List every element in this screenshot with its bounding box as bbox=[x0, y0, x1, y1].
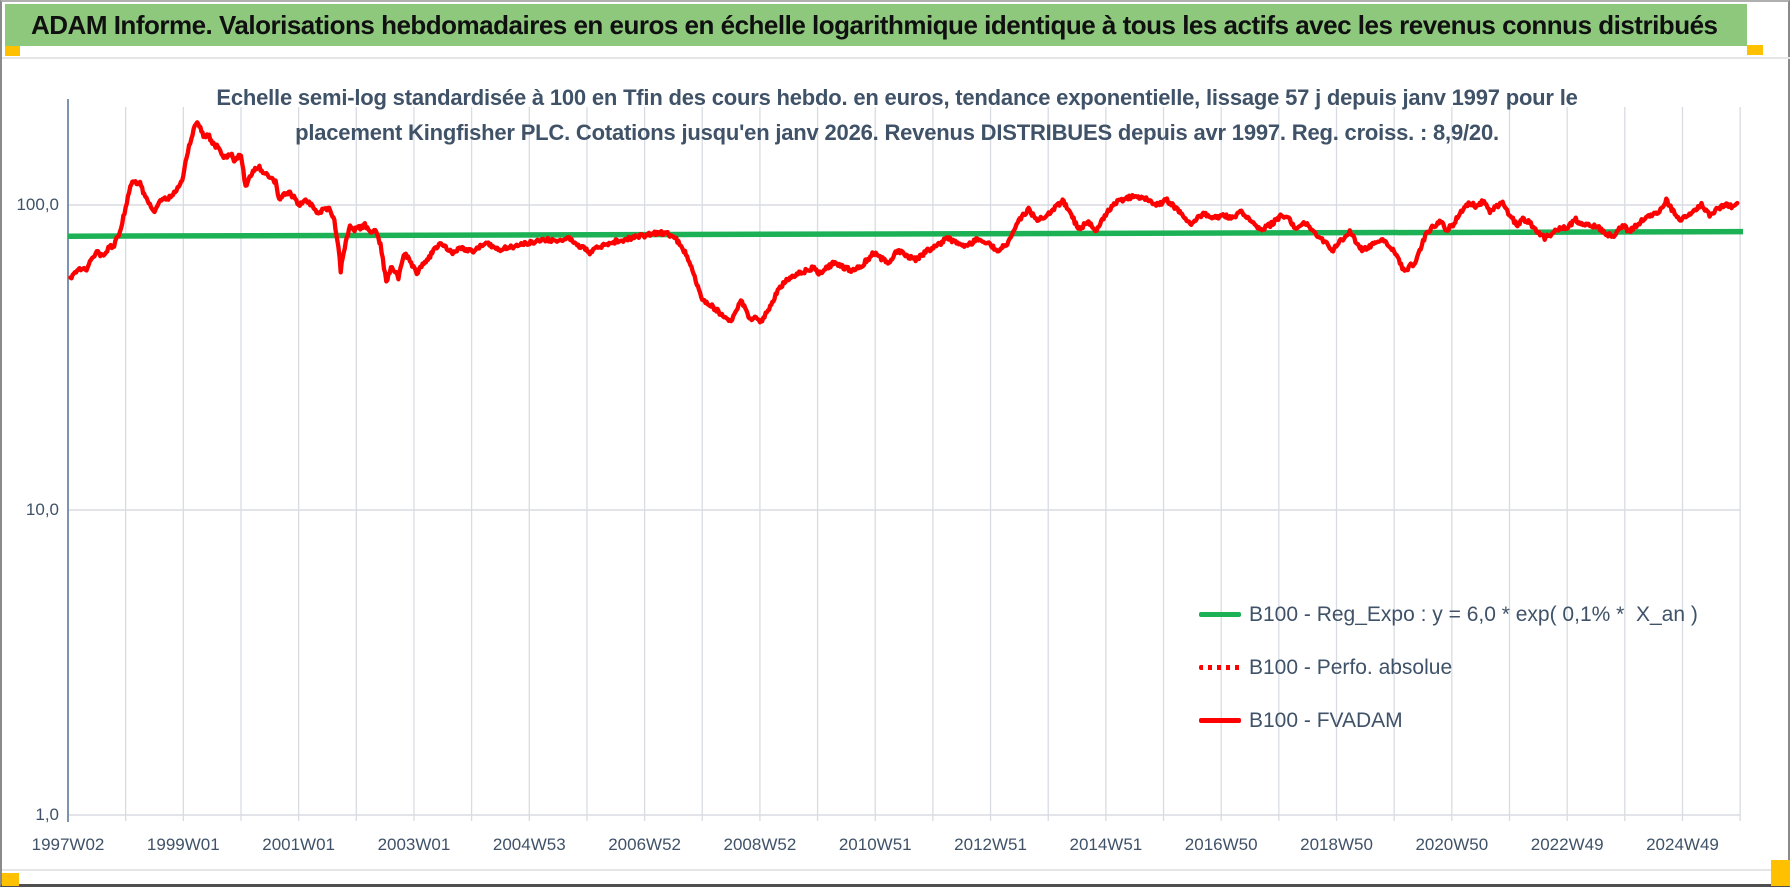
x-axis-tick-label: 2012W51 bbox=[954, 835, 1027, 854]
x-axis-tick-label: 2020W50 bbox=[1415, 835, 1489, 854]
red-solid-line-icon bbox=[1199, 718, 1241, 723]
header-bar: ADAM Informe. Valorisations hebdomadaire… bbox=[5, 4, 1747, 46]
chart-title: Echelle semi-log standardisée à 100 en T… bbox=[17, 80, 1777, 150]
x-axis-tick-label: 2004W53 bbox=[492, 835, 566, 854]
sheet-corner-marker bbox=[5, 46, 20, 56]
legend-label: B100 - Reg_Expo : y = 6,0 * exp( 0,1% * … bbox=[1249, 602, 1698, 626]
x-axis-tick-label: 2022W49 bbox=[1530, 835, 1604, 854]
y-axis-tick-label: 10,0 bbox=[25, 500, 59, 519]
x-axis-tick-label: 2008W52 bbox=[723, 835, 797, 854]
x-axis-tick-label: 1999W01 bbox=[146, 835, 220, 854]
legend-item-fvadam: B100 - FVADAM bbox=[1199, 694, 1698, 747]
y-axis-tick-label: 1,0 bbox=[35, 805, 59, 824]
y-axis-tick-label: 100,0 bbox=[16, 195, 59, 214]
page-title: ADAM Informe. Valorisations hebdomadaire… bbox=[31, 9, 1718, 40]
chart-title-line-2: placement Kingfisher PLC. Cotations jusq… bbox=[295, 120, 1499, 145]
x-axis-tick-label: 2006W52 bbox=[608, 835, 681, 854]
legend-item-perfo-absolue: B100 - Perfo. absolue bbox=[1199, 641, 1698, 694]
x-axis-tick-label: 1997W02 bbox=[31, 835, 105, 854]
chart-title-line-1: Echelle semi-log standardisée à 100 en T… bbox=[216, 85, 1578, 110]
sheet-corner-marker bbox=[1771, 860, 1790, 886]
sheet-corner-marker bbox=[2, 873, 19, 886]
header-divider bbox=[2, 57, 1790, 59]
footer-divider bbox=[2, 869, 1790, 871]
y-axis: 100,0 10,0 1,0 bbox=[2, 2, 60, 889]
red-dotted-line-icon bbox=[1199, 665, 1241, 670]
legend-label: B100 - Perfo. absolue bbox=[1249, 655, 1453, 679]
sheet-corner-marker bbox=[1747, 45, 1763, 55]
green-solid-line-icon bbox=[1199, 612, 1241, 617]
legend-label: B100 - FVADAM bbox=[1249, 708, 1403, 732]
x-axis-tick-label: 2003W01 bbox=[377, 835, 451, 854]
x-axis-tick-label: 2016W50 bbox=[1184, 835, 1258, 854]
x-axis-tick-label: 2018W50 bbox=[1300, 835, 1373, 854]
x-axis-tick-label: 2001W01 bbox=[262, 835, 336, 854]
chart-legend: B100 - Reg_Expo : y = 6,0 * exp( 0,1% * … bbox=[1199, 588, 1698, 747]
x-axis-tick-label: 2010W51 bbox=[838, 835, 912, 854]
x-axis-tick-label: 2024W49 bbox=[1646, 835, 1719, 854]
x-axis-tick-label: 2014W51 bbox=[1069, 835, 1143, 854]
legend-item-reg-expo: B100 - Reg_Expo : y = 6,0 * exp( 0,1% * … bbox=[1199, 588, 1698, 641]
x-axis: 1997W02 1999W01 2001W01 2003W01 2004W53 2006W… bbox=[2, 835, 1790, 857]
